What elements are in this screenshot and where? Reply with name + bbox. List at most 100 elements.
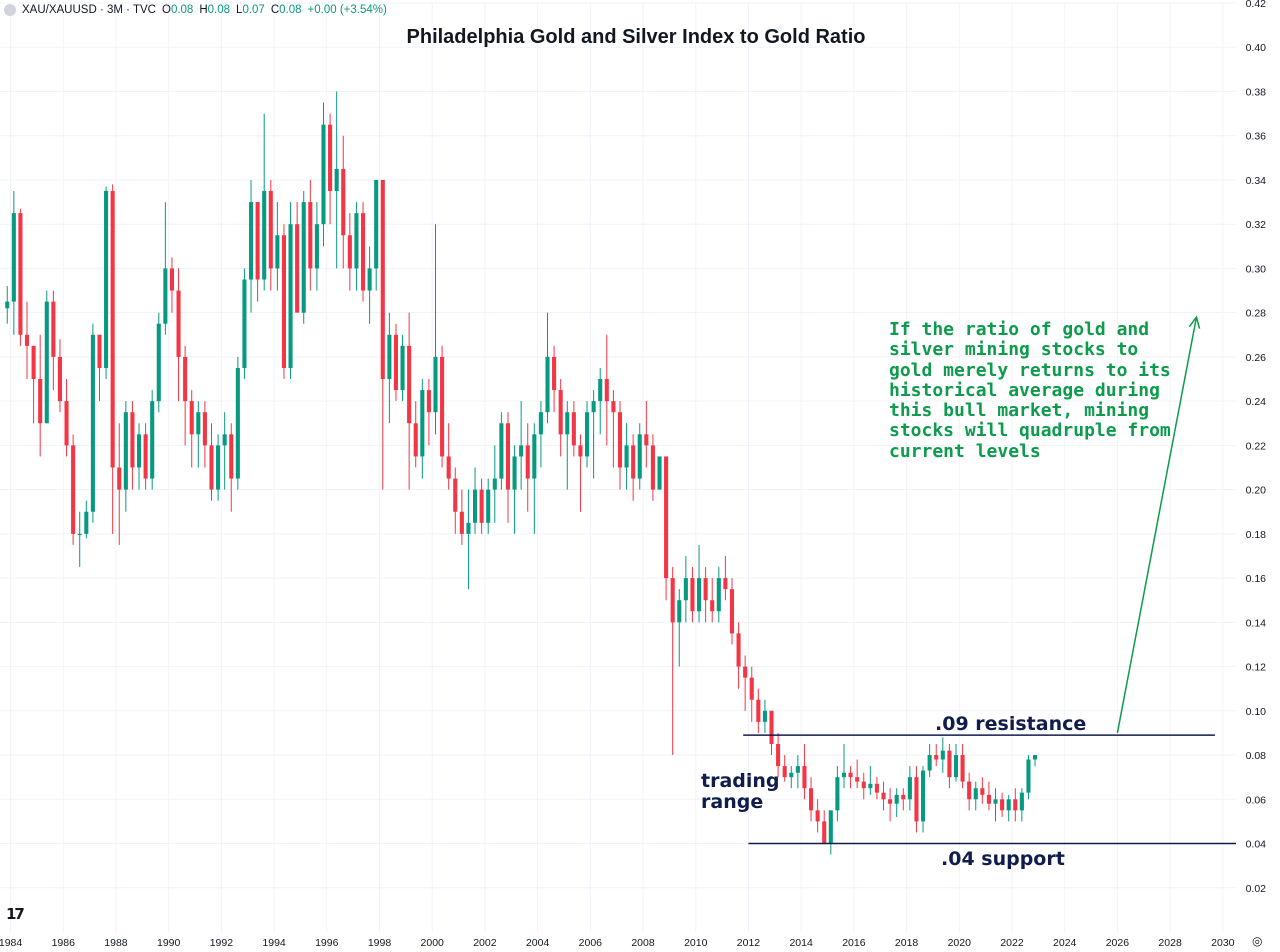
candle-body [472,489,478,523]
change-value: +0.00 (+3.54%) [307,4,387,16]
candle-body [380,179,385,380]
candle-body [532,434,537,479]
x-tick-label: 2012 [737,937,761,949]
candle-body [795,766,800,773]
candle-body [117,467,122,490]
y-tick-label: 0.22 [1246,440,1267,452]
y-tick-label: 0.38 [1246,86,1267,98]
candle-body [947,750,952,778]
open-value: 0.08 [170,4,194,16]
x-tick-label: 2002 [473,937,497,949]
candle-body [835,777,840,811]
candle-body [848,772,853,778]
candle-body [505,423,511,490]
open-label: O [161,4,171,16]
x-tick-label: 1990 [157,937,181,949]
candle-body [729,589,735,634]
candle-body [749,677,754,700]
candle-body [216,445,221,490]
candle-body [374,179,379,269]
candle-body [163,268,168,324]
x-tick-label: 2010 [684,937,708,949]
candle-body [670,578,675,623]
candle-body [123,412,128,490]
x-tick-label: 2016 [842,937,866,949]
candle-body [657,456,662,490]
x-tick-label: 2022 [1000,937,1024,949]
candle-body [413,423,418,457]
candle-body [235,367,240,479]
chart-title: Philadelphia Gold and Silver Index to Go… [406,26,866,48]
candle-body [756,699,761,722]
candle-body [459,511,464,534]
candle-body [433,356,438,413]
support-label: .04 support [941,848,1065,870]
candle-body [519,445,524,457]
x-tick-label: 2020 [948,937,972,949]
projection-arrow [1116,316,1198,734]
x-tick-label: 1996 [315,937,339,949]
candle-body [328,124,333,192]
candle-body [512,456,517,490]
symbol-name[interactable]: XAU/XAUUSD · 3M · TVC [22,4,156,16]
low-label: L [236,4,243,16]
candle-body [525,445,530,479]
candle-body [927,755,932,771]
close-label: C [270,4,280,16]
high-value: 0.08 [207,4,231,16]
x-tick-label: 1992 [210,937,234,949]
x-tick-label: 1984 [0,937,22,949]
candle-body [136,434,142,468]
candle-body [426,390,431,413]
candle-body [841,772,847,778]
candle-body [18,213,23,335]
candle-body [973,788,978,800]
candle-body [960,755,965,782]
candle-body [360,213,366,291]
candle-body [565,412,570,435]
x-tick-label: 1998 [368,937,392,949]
candle-body [650,445,655,490]
candle-body [183,356,188,402]
candle-body [868,783,873,789]
candle-body [907,777,912,800]
tradingview-logo-icon[interactable]: 17 [6,905,25,923]
candle-body [393,334,399,391]
candle-body [446,456,451,479]
candle-body [986,794,991,804]
candle-body [584,412,590,457]
y-tick-label: 0.34 [1246,175,1267,187]
candle-body [499,423,504,479]
candle-body [683,578,688,601]
projection-note: If the ratio of gold and silver mining s… [889,319,1171,462]
y-tick-label: 0.40 [1246,42,1267,54]
candle-body [104,191,109,368]
candle-body [222,434,227,446]
candle-body [1006,799,1011,811]
candle-body [354,213,359,269]
y-tick-label: 0.14 [1246,617,1267,629]
x-tick-label: 1994 [262,937,286,949]
low-value: 0.07 [242,4,265,16]
candle-body [631,445,636,479]
x-tick-label: 2024 [1053,937,1077,949]
candle-body [888,799,893,804]
candle-body [308,202,313,269]
candle-body [262,191,267,280]
candle-body [130,412,135,468]
candle-body [571,412,576,446]
candle-body [1033,755,1038,760]
candle-body [953,755,959,778]
candle-body [479,489,484,523]
candle-body [815,810,820,822]
candle-body [809,788,814,811]
candle-body [156,323,161,402]
candle-body [690,578,695,612]
settings-icon[interactable]: ◎ [1252,934,1263,948]
candle-body [598,379,603,402]
candle-body [176,290,181,357]
candle-body [736,633,741,667]
candle-body [24,334,30,346]
candle-body [696,578,702,612]
